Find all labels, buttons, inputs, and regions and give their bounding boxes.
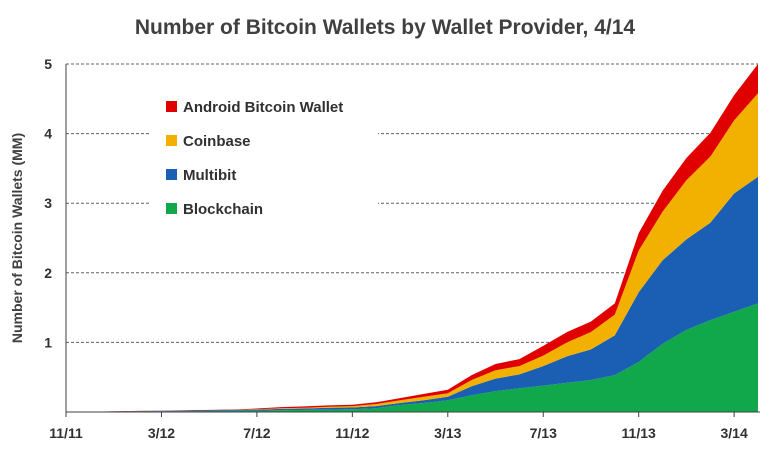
x-tick-label-3-14: 3/14 (721, 425, 748, 441)
axes (65, 64, 760, 413)
area-multibit (66, 176, 758, 412)
legend-swatch-blockchain (166, 203, 177, 214)
legend-label-coinbase: Coinbase (183, 133, 251, 150)
x-tick-label-3-13: 3/13 (434, 425, 461, 441)
x-tick-label-7-13: 7/13 (530, 425, 557, 441)
legend-swatch-multibit (166, 169, 177, 180)
area-android-bitcoin-wallet (66, 64, 758, 412)
x-tick-label-7-12: 7/12 (243, 425, 270, 441)
y-tick-label-5: 5 (44, 56, 52, 72)
legend-background (150, 88, 378, 228)
x-tick-label-11-11: 11/11 (49, 425, 83, 441)
legend-label-android-bitcoin-wallet: Android Bitcoin Wallet (183, 99, 343, 116)
legend-swatch-coinbase (166, 135, 177, 146)
x-tick-labels: 11/11 3/12 7/12 11/12 3/13 7/13 11/13 3/14 (49, 412, 748, 441)
area-blockchain (66, 303, 758, 412)
legend-label-multibit: Multibit (183, 167, 236, 184)
legend: Android Bitcoin Wallet Coinbase Multibit Bl… (166, 99, 343, 218)
y-tick-labels: 1 2 3 4 5 (44, 56, 52, 350)
y-tick-label-3: 3 (44, 195, 52, 211)
x-tick-label-3-12: 3/12 (148, 425, 175, 441)
legend-label-blockchain: Blockchain (183, 201, 263, 218)
y-tick-label-4: 4 (44, 126, 52, 142)
stacked-areas (66, 64, 758, 412)
y-tick-label-1: 1 (44, 334, 52, 350)
chart-title: Number of Bitcoin Wallets by Wallet Prov… (135, 16, 636, 39)
x-tick-label-11-12: 11/12 (335, 425, 369, 441)
y-tick-label-2: 2 (44, 265, 52, 281)
y-axis-label: Number of Bitcoin Wallets (MM) (9, 133, 25, 343)
legend-box-mask (150, 88, 378, 228)
x-tick-label-11-13: 11/13 (622, 425, 656, 441)
legend-swatch-android-bitcoin-wallet (166, 101, 177, 112)
